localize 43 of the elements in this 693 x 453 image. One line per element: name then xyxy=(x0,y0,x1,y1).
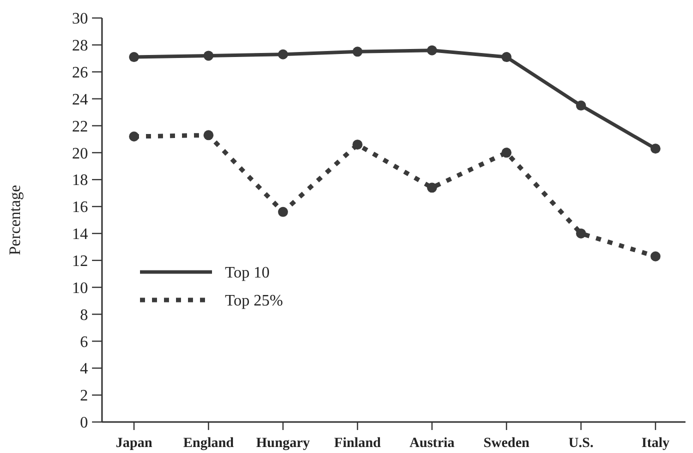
point xyxy=(278,206,288,217)
point xyxy=(650,251,660,262)
point xyxy=(502,52,512,62)
x-tick-label: Finland xyxy=(334,436,382,451)
y-tick-label: 14 xyxy=(72,226,88,244)
point xyxy=(427,45,437,56)
y-axis-title: Percentage xyxy=(7,184,24,256)
y-tick-label: 10 xyxy=(72,280,88,297)
x-tick-label: Italy xyxy=(642,436,670,451)
legend-label: Top 25% xyxy=(225,292,283,310)
y-tick-label: 4 xyxy=(80,360,88,378)
legend-label: Top 10 xyxy=(225,264,270,282)
y-tick-label: 30 xyxy=(72,10,88,28)
y-tick-label: 26 xyxy=(72,64,88,82)
point xyxy=(204,130,214,140)
point xyxy=(129,132,139,142)
y-tick-label: 24 xyxy=(72,91,88,108)
x-tick-label: England xyxy=(183,436,234,451)
y-tick-label: 16 xyxy=(72,199,88,216)
y-tick-label: 8 xyxy=(80,306,88,324)
x-tick-label: Sweden xyxy=(484,436,530,451)
x-tick-label: Japan xyxy=(116,436,152,451)
y-tick-label: 12 xyxy=(72,253,88,270)
y-tick-label: 18 xyxy=(72,172,88,190)
x-tick-label: Hungary xyxy=(256,436,310,451)
point xyxy=(650,144,660,154)
point xyxy=(502,148,512,158)
point xyxy=(576,228,586,238)
y-tick-label: 6 xyxy=(80,334,88,351)
y-tick-label: 0 xyxy=(80,414,88,432)
point xyxy=(129,52,139,62)
y-tick-label: 22 xyxy=(72,118,88,136)
point xyxy=(278,49,288,60)
point xyxy=(576,100,586,111)
point xyxy=(204,50,214,61)
y-tick-label: 2 xyxy=(80,388,88,405)
y-tick-label: 20 xyxy=(72,145,88,162)
point xyxy=(352,140,362,150)
point xyxy=(427,182,437,193)
x-tick-label: Austria xyxy=(409,436,455,451)
x-tick-label: U.S. xyxy=(568,436,594,451)
point xyxy=(352,46,362,57)
y-tick-label: 28 xyxy=(72,38,88,55)
